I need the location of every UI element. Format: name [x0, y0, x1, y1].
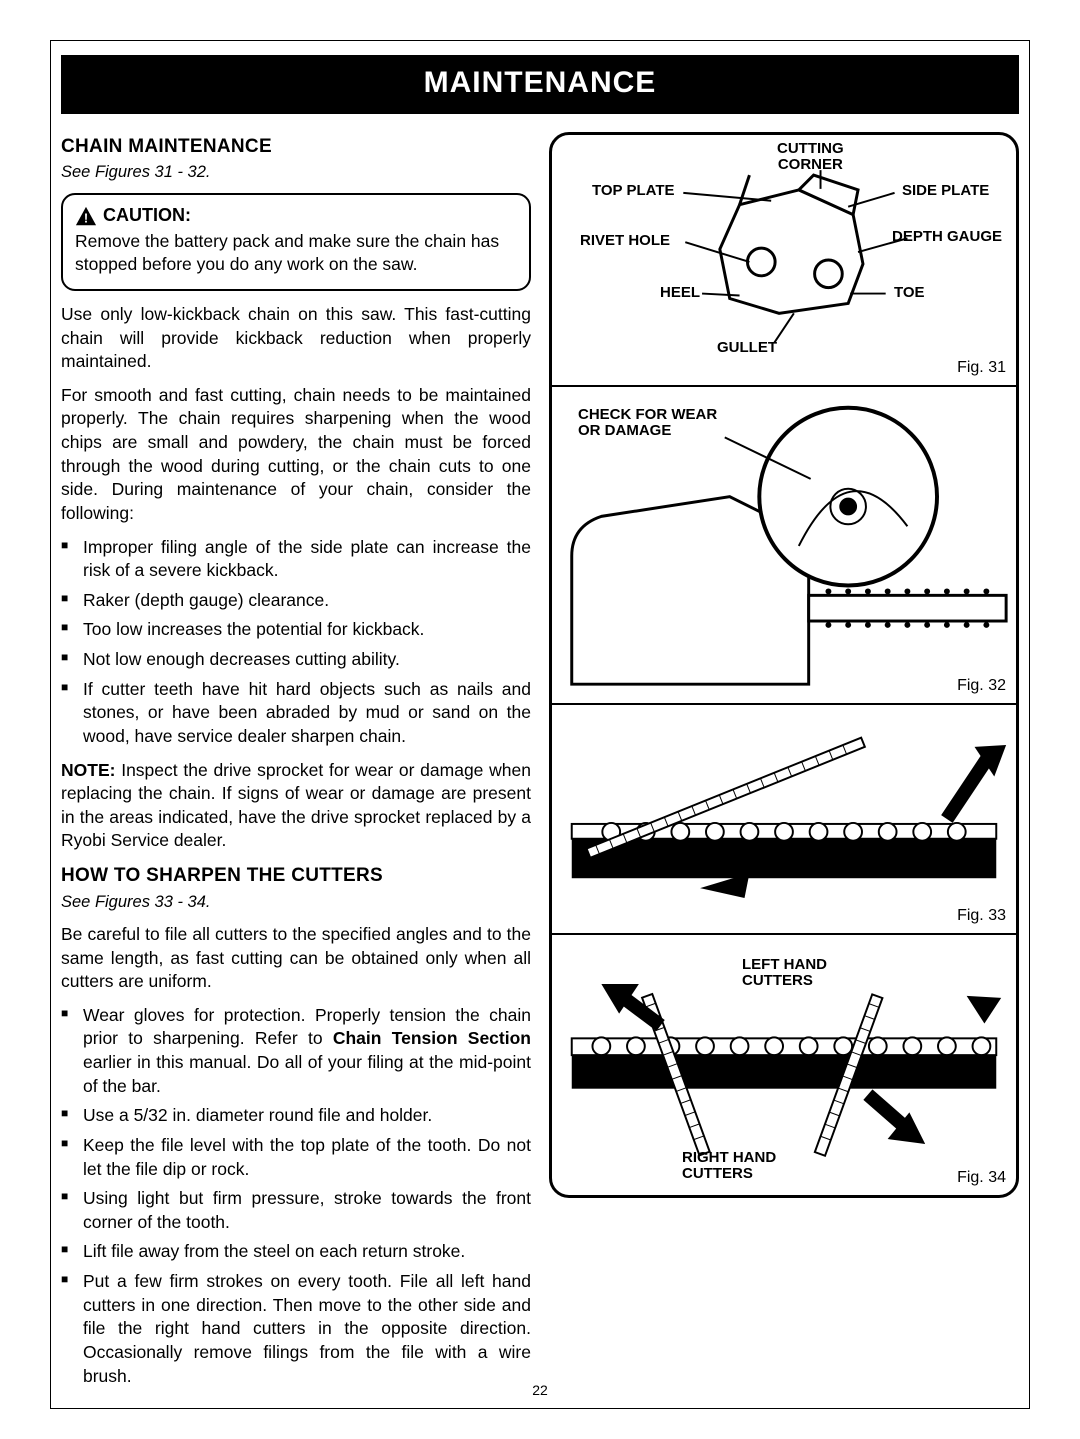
list-item: Use a 5/32 in. diameter round file and h… — [61, 1104, 531, 1128]
fig33-caption: Fig. 33 — [957, 905, 1006, 927]
figure-33: Fig. 33 — [552, 705, 1016, 935]
figure-panel: CUTTING CORNER TOP PLATE SIDE PLATE RIVE… — [549, 132, 1019, 1198]
label-heel: HEEL — [660, 285, 700, 302]
label-top-plate: TOP PLATE — [592, 183, 675, 200]
bold-text: Chain Tension Section — [333, 1028, 531, 1048]
label-cutting-corner: CUTTING CORNER — [777, 141, 844, 174]
label-toe: TOE — [894, 285, 925, 302]
section-banner: MAINTENANCE — [61, 55, 1019, 114]
list-item: If cutter teeth have hit hard objects su… — [61, 678, 531, 749]
heading-chain-maintenance: CHAIN MAINTENANCE — [61, 134, 531, 160]
figure-31: CUTTING CORNER TOP PLATE SIDE PLATE RIVE… — [552, 135, 1016, 387]
left-column: CHAIN MAINTENANCE See Figures 31 - 32. !… — [61, 132, 531, 1399]
see-figures-31-32: See Figures 31 - 32. — [61, 161, 531, 183]
sharpen-bullets: Wear gloves for protection. Properly ten… — [61, 1004, 531, 1388]
label-gullet: GULLET — [717, 340, 777, 357]
figure-32: CHECK FOR WEAR OR DAMAGE Fig. 32 — [552, 387, 1016, 705]
para-file-cutters: Be careful to file all cutters to the sp… — [61, 923, 531, 994]
see-figures-33-34: See Figures 33 - 34. — [61, 891, 531, 913]
page-number: 22 — [51, 1381, 1029, 1400]
list-item: Wear gloves for protection. Properly ten… — [61, 1004, 531, 1099]
label-side-plate: SIDE PLATE — [902, 183, 989, 200]
right-column: CUTTING CORNER TOP PLATE SIDE PLATE RIVE… — [549, 132, 1019, 1399]
fig34-caption: Fig. 34 — [957, 1167, 1006, 1189]
label-check-wear: CHECK FOR WEAR OR DAMAGE — [578, 407, 717, 440]
label-left-hand-cutters: LEFT HAND CUTTERS — [742, 957, 827, 990]
caution-heading: ! CAUTION: — [75, 203, 517, 227]
figure-34: LEFT HAND CUTTERS RIGHT HAND CUTTERS Fig… — [552, 935, 1016, 1195]
two-column-layout: CHAIN MAINTENANCE See Figures 31 - 32. !… — [51, 132, 1029, 1409]
note-lead: NOTE: — [61, 760, 115, 780]
svg-text:!: ! — [84, 210, 88, 225]
warning-triangle-icon: ! — [75, 206, 97, 226]
label-right-hand-cutters: RIGHT HAND CUTTERS — [682, 1150, 776, 1183]
label-rivet-hole: RIVET HOLE — [580, 233, 670, 250]
para-maintain-properly: For smooth and fast cutting, chain needs… — [61, 384, 531, 526]
heading-sharpen-cutters: HOW TO SHARPEN THE CUTTERS — [61, 863, 531, 889]
label-depth-gauge: DEPTH GAUGE — [892, 229, 1002, 246]
note-body: Inspect the drive sprocket for wear or d… — [61, 760, 531, 851]
list-item: Too low increases the potential for kick… — [61, 618, 531, 642]
caution-body: Remove the battery pack and make sure th… — [75, 230, 517, 277]
list-item: Raker (depth gauge) clearance. — [61, 589, 531, 613]
fig33-diagram-icon — [552, 705, 1016, 933]
maintenance-bullets: Improper filing angle of the side plate … — [61, 536, 531, 749]
caution-box: ! CAUTION: Remove the battery pack and m… — [61, 193, 531, 291]
list-item: Improper filing angle of the side plate … — [61, 536, 531, 583]
list-item: Lift file away from the steel on each re… — [61, 1240, 531, 1264]
list-item: Not low enough decreases cutting ability… — [61, 648, 531, 672]
fig31-caption: Fig. 31 — [957, 357, 1006, 379]
para-low-kickback: Use only low-kickback chain on this saw.… — [61, 303, 531, 374]
fig32-caption: Fig. 32 — [957, 675, 1006, 697]
list-item: Put a few firm strokes on every tooth. F… — [61, 1270, 531, 1388]
page-outline: MAINTENANCE CHAIN MAINTENANCE See Figure… — [50, 40, 1030, 1409]
list-item: Using light but firm pressure, stroke to… — [61, 1187, 531, 1234]
list-item: Keep the file level with the top plate o… — [61, 1134, 531, 1181]
text: earlier in this manual. Do all of your f… — [83, 1052, 531, 1096]
caution-label: CAUTION: — [103, 203, 191, 227]
note-paragraph: NOTE: Inspect the drive sprocket for wea… — [61, 759, 531, 854]
